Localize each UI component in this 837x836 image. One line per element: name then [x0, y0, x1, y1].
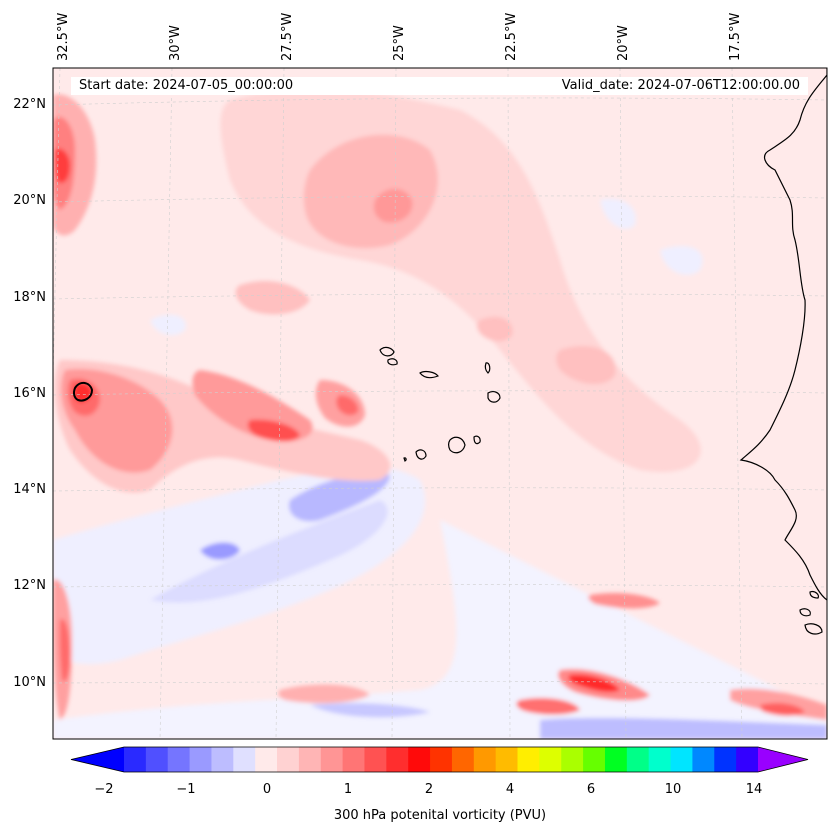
colorbar: [70, 746, 809, 773]
colorbar-tick: 0: [262, 782, 272, 797]
valid-date-text: Valid_date: 2024-07-06T12:00:00.00: [561, 78, 800, 93]
colorbar-segment: [145, 747, 169, 772]
colorbar-segment: [714, 747, 737, 772]
colorbar-extend-min: [71, 747, 124, 772]
colorbar-segment: [626, 747, 650, 772]
colorbar-segment: [473, 747, 497, 772]
colorbar-tick: −2: [94, 782, 114, 797]
colorbar-label: 300 hPa potenital vorticity (PVU): [333, 808, 547, 823]
colorbar-extend-max: [758, 747, 808, 772]
lon-label: 20°W: [616, 25, 631, 61]
lat-label: 14°N: [13, 482, 46, 497]
colorbar-segment: [167, 747, 191, 772]
map-frame: [52, 67, 828, 740]
colorbar-segment: [495, 747, 519, 772]
lat-label: 12°N: [13, 578, 46, 593]
colorbar-tick: 6: [586, 782, 596, 797]
colorbar-tick: 14: [745, 782, 763, 797]
colorbar-segment: [451, 747, 475, 772]
colorbar-segment: [539, 747, 562, 772]
colorbar-segment: [211, 747, 234, 772]
colorbar-segment: [670, 747, 693, 772]
lon-label: 27.5°W: [280, 12, 295, 61]
strong-pv-contour: [73, 382, 94, 402]
lat-label: 20°N: [13, 193, 46, 208]
colorbar-segment: [430, 747, 453, 772]
colorbar-segment: [561, 747, 584, 772]
colorbar-tick: −1: [176, 782, 196, 797]
colorbar-outline: [70, 746, 809, 773]
colorbar-segment: [255, 747, 278, 772]
colorbar-segment: [124, 747, 147, 772]
colorbar-segment: [189, 747, 212, 772]
lat-label: 10°N: [13, 675, 46, 690]
lat-label: 16°N: [13, 386, 46, 401]
lon-label: 32.5°W: [56, 12, 71, 61]
colorbar-segment: [517, 747, 540, 772]
lon-label: 17.5°W: [728, 12, 743, 61]
lon-label: 22.5°W: [504, 12, 519, 61]
colorbar-segment: [736, 747, 759, 772]
colorbar-tick: 1: [343, 782, 353, 797]
graticule: [53, 68, 827, 739]
colorbar-segment: [277, 747, 300, 772]
colorbar-segment: [364, 747, 387, 772]
pv-field: [53, 68, 827, 739]
start-date-text: Start date: 2024-07-05_00:00:00: [79, 78, 294, 93]
colorbar-segment: [604, 747, 628, 772]
colorbar-segment: [233, 747, 256, 772]
lon-label: 25°W: [392, 25, 407, 61]
lon-label: 30°W: [168, 25, 183, 61]
colorbar-segment: [342, 747, 365, 772]
colorbar-tick: 2: [424, 782, 434, 797]
colorbar-tick: 10: [664, 782, 682, 797]
lat-label: 22°N: [13, 97, 46, 112]
colorbar-tick: 4: [505, 782, 515, 797]
lat-label: 18°N: [13, 290, 46, 305]
colorbar-segment: [298, 747, 322, 772]
colorbar-segment: [408, 747, 431, 772]
date-banner: Start date: 2024-07-05_00:00:00 Valid_da…: [71, 77, 808, 95]
colorbar-segment: [583, 747, 606, 772]
colorbar-segment: [648, 747, 672, 772]
colorbar-segment: [692, 747, 715, 772]
colorbar-segment: [386, 747, 409, 772]
colorbar-segment: [320, 747, 344, 772]
coastlines: [379, 68, 827, 635]
